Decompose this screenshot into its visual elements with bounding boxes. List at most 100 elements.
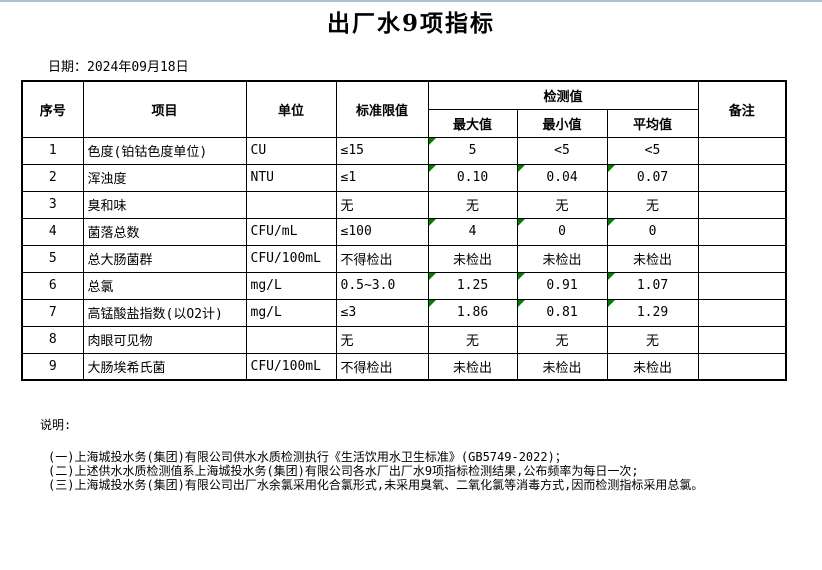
cell-remark (697, 136, 787, 165)
excel-flag-triangle-icon (518, 300, 525, 307)
excel-flag-triangle-icon (608, 273, 615, 280)
header-limit: 标准限值 (335, 80, 429, 138)
cell-remark (697, 244, 787, 273)
cell-item: 浑浊度 (82, 163, 247, 192)
cell-remark (697, 163, 787, 192)
cell-remark (697, 190, 787, 219)
cell-limit: ≤100 (335, 217, 429, 246)
table-row: 4 菌落总数 CFU/mL ≤100 4 0 0 (21, 217, 787, 246)
header-unit: 单位 (245, 80, 337, 138)
header-max: 最大值 (427, 108, 518, 138)
excel-flag-triangle-icon (518, 273, 525, 280)
header-item: 项目 (82, 80, 247, 138)
cell-remark (697, 271, 787, 300)
header-detection: 检测值 (427, 80, 699, 110)
page-title: 出厂水9项指标 (326, 10, 495, 37)
cell-item: 肉眼可见物 (82, 325, 247, 354)
cell-item: 高锰酸盐指数(以O2计) (82, 298, 247, 327)
table-row: 7 高锰酸盐指数(以O2计) mg/L ≤3 1.86 0.81 1.29 (21, 298, 787, 327)
note-item: (一)上海城投水务(集团)有限公司供水水质检测执行《生活饮用水卫生标准》(GB5… (48, 450, 567, 464)
cell-max: 1.25 (427, 271, 518, 300)
cell-min: <5 (516, 136, 608, 165)
table-row: 2 浑浊度 NTU ≤1 0.10 0.04 0.07 (21, 163, 787, 192)
excel-flag-triangle-icon (518, 165, 525, 172)
notes-heading: 说明: (40, 418, 72, 432)
table-row: 1 色度(铂钴色度单位) CU ≤15 5 <5 <5 (21, 136, 787, 165)
cell-limit: ≤15 (335, 136, 429, 165)
cell-unit: NTU (245, 163, 337, 192)
table-row: 3 臭和味无无无无 (21, 190, 787, 219)
note-item: (二)上述供水水质检测值系上海城投水务(集团)有限公司各水厂出厂水9项指标检测结… (48, 464, 639, 478)
table-body: 1 色度(铂钴色度单位) CU ≤15 5 <5 <5 2 浑浊度 NTU ≤1 0.10 0.04 0.… (21, 136, 787, 381)
cell-avg: 0 (606, 217, 699, 246)
cell-no: 3 (21, 190, 84, 219)
cell-max: 无 (427, 325, 518, 354)
cell-max: 1.86 (427, 298, 518, 327)
cell-no: 7 (21, 298, 84, 327)
table-row: 5 总大肠菌群 CFU/100mL 不得检出 未检出 未检出 未检出 (21, 244, 787, 273)
excel-flag-triangle-icon (429, 165, 436, 172)
cell-max: 无 (427, 190, 518, 219)
table-row: 8 肉眼可见物无无无无 (21, 325, 787, 354)
cell-item: 菌落总数 (82, 217, 247, 246)
cell-limit: 不得检出 (335, 244, 429, 273)
cell-max: 0.10 (427, 163, 518, 192)
cell-unit: CFU/mL (245, 217, 337, 246)
note-item: (三)上海城投水务(集团)有限公司出厂水余氯采用化合氯形式,未采用臭氧、二氧化氯… (48, 478, 704, 492)
cell-limit: 0.5~3.0 (335, 271, 429, 300)
excel-flag-triangle-icon (608, 165, 615, 172)
cell-item: 总大肠菌群 (82, 244, 247, 273)
excel-flag-triangle-icon (608, 300, 615, 307)
cell-min: 0.91 (516, 271, 608, 300)
date-value: 2024年09月18日 (87, 60, 189, 75)
cell-min: 无 (516, 325, 608, 354)
date-label: 日期： (48, 60, 88, 75)
cell-item: 总氯 (82, 271, 247, 300)
cell-min: 0.81 (516, 298, 608, 327)
cell-no: 1 (21, 136, 84, 165)
notes-section: 说明: (一)上海城投水务(集团)有限公司供水水质检测执行《生活饮用水卫生标准》… (40, 418, 703, 492)
header-avg: 平均值 (606, 108, 699, 138)
cell-min: 0 (516, 217, 608, 246)
cell-limit: ≤1 (335, 163, 429, 192)
cell-limit: 不得检出 (335, 352, 429, 381)
excel-flag-triangle-icon (429, 138, 436, 145)
cell-avg: 1.07 (606, 271, 699, 300)
cell-no: 2 (21, 163, 84, 192)
cell-remark (697, 217, 787, 246)
cell-unit (245, 190, 337, 219)
cell-no: 5 (21, 244, 84, 273)
cell-avg: 未检出 (606, 244, 699, 273)
cell-min: 0.04 (516, 163, 608, 192)
cell-min: 未检出 (516, 244, 608, 273)
header-remark: 备注 (697, 80, 787, 138)
header-min: 最小值 (516, 108, 608, 138)
cell-unit (245, 325, 337, 354)
cell-limit: ≤3 (335, 298, 429, 327)
cell-unit: CU (245, 136, 337, 165)
cell-unit: CFU/100mL (245, 352, 337, 381)
cell-limit: 无 (335, 325, 429, 354)
cell-min: 未检出 (516, 352, 608, 381)
cell-avg: 无 (606, 190, 699, 219)
indicators-table: 序号 项目 单位 标准限值 检测值 备注 最大值 最小值 平均值 1 色度(铂钴色… (21, 80, 788, 381)
cell-avg: 1.29 (606, 298, 699, 327)
cell-unit: mg/L (245, 298, 337, 327)
header-no: 序号 (21, 80, 84, 138)
excel-flag-triangle-icon (429, 219, 436, 226)
cell-avg: <5 (606, 136, 699, 165)
cell-item: 色度(铂钴色度单位) (82, 136, 247, 165)
cell-no: 9 (21, 352, 84, 381)
report-date: 日期：2024年09月18日 (48, 56, 189, 75)
cell-max: 未检出 (427, 244, 518, 273)
cell-remark (697, 325, 787, 354)
cell-max: 未检出 (427, 352, 518, 381)
cell-remark (697, 352, 787, 381)
cell-no: 6 (21, 271, 84, 300)
excel-flag-triangle-icon (518, 219, 525, 226)
cell-item: 大肠埃希氏菌 (82, 352, 247, 381)
cell-avg: 无 (606, 325, 699, 354)
excel-flag-triangle-icon (608, 219, 615, 226)
excel-flag-triangle-icon (429, 273, 436, 280)
